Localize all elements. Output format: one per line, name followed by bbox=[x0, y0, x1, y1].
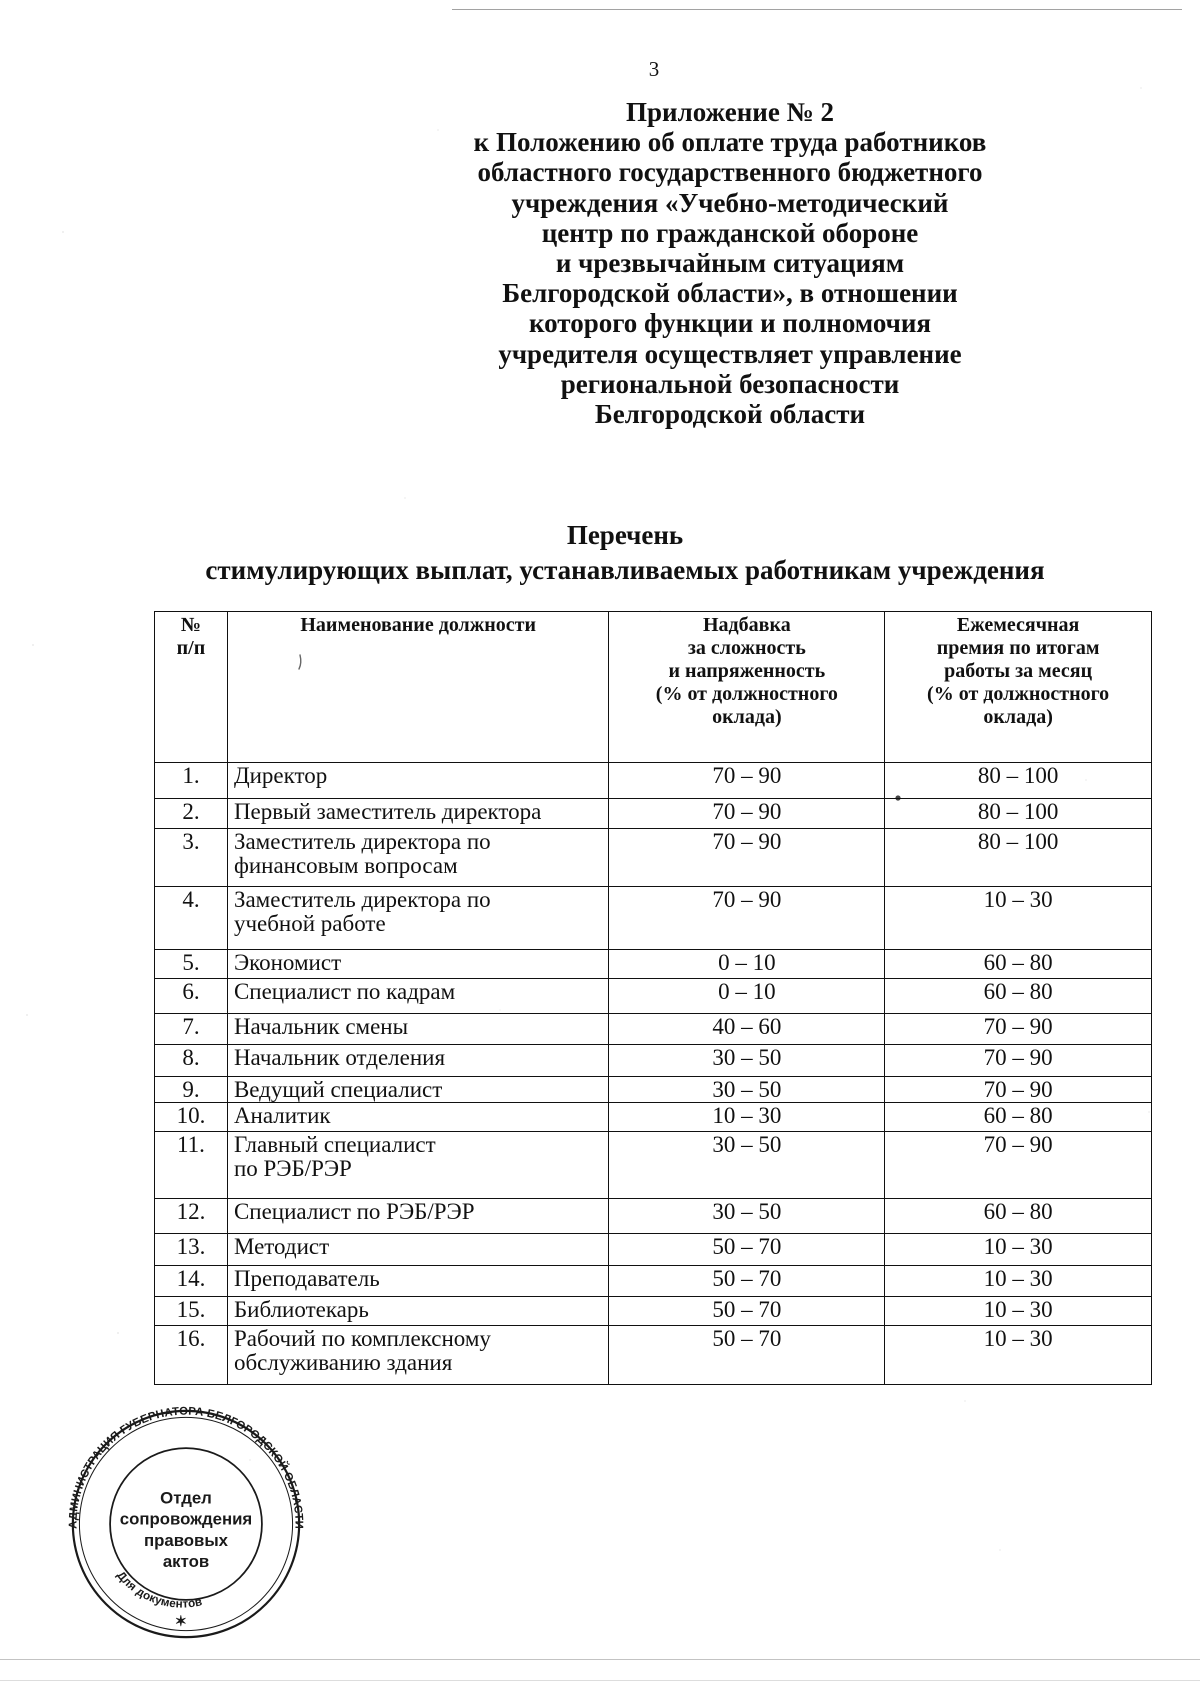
svg-text:Отдел: Отдел bbox=[160, 1489, 212, 1508]
svg-text:правовых: правовых bbox=[144, 1531, 229, 1550]
svg-text:Для документов: Для документов bbox=[114, 1569, 203, 1611]
svg-text:✶: ✶ bbox=[175, 1614, 187, 1630]
svg-text:актов: актов bbox=[163, 1552, 209, 1571]
svg-text:сопровождения: сопровождения bbox=[120, 1510, 252, 1529]
